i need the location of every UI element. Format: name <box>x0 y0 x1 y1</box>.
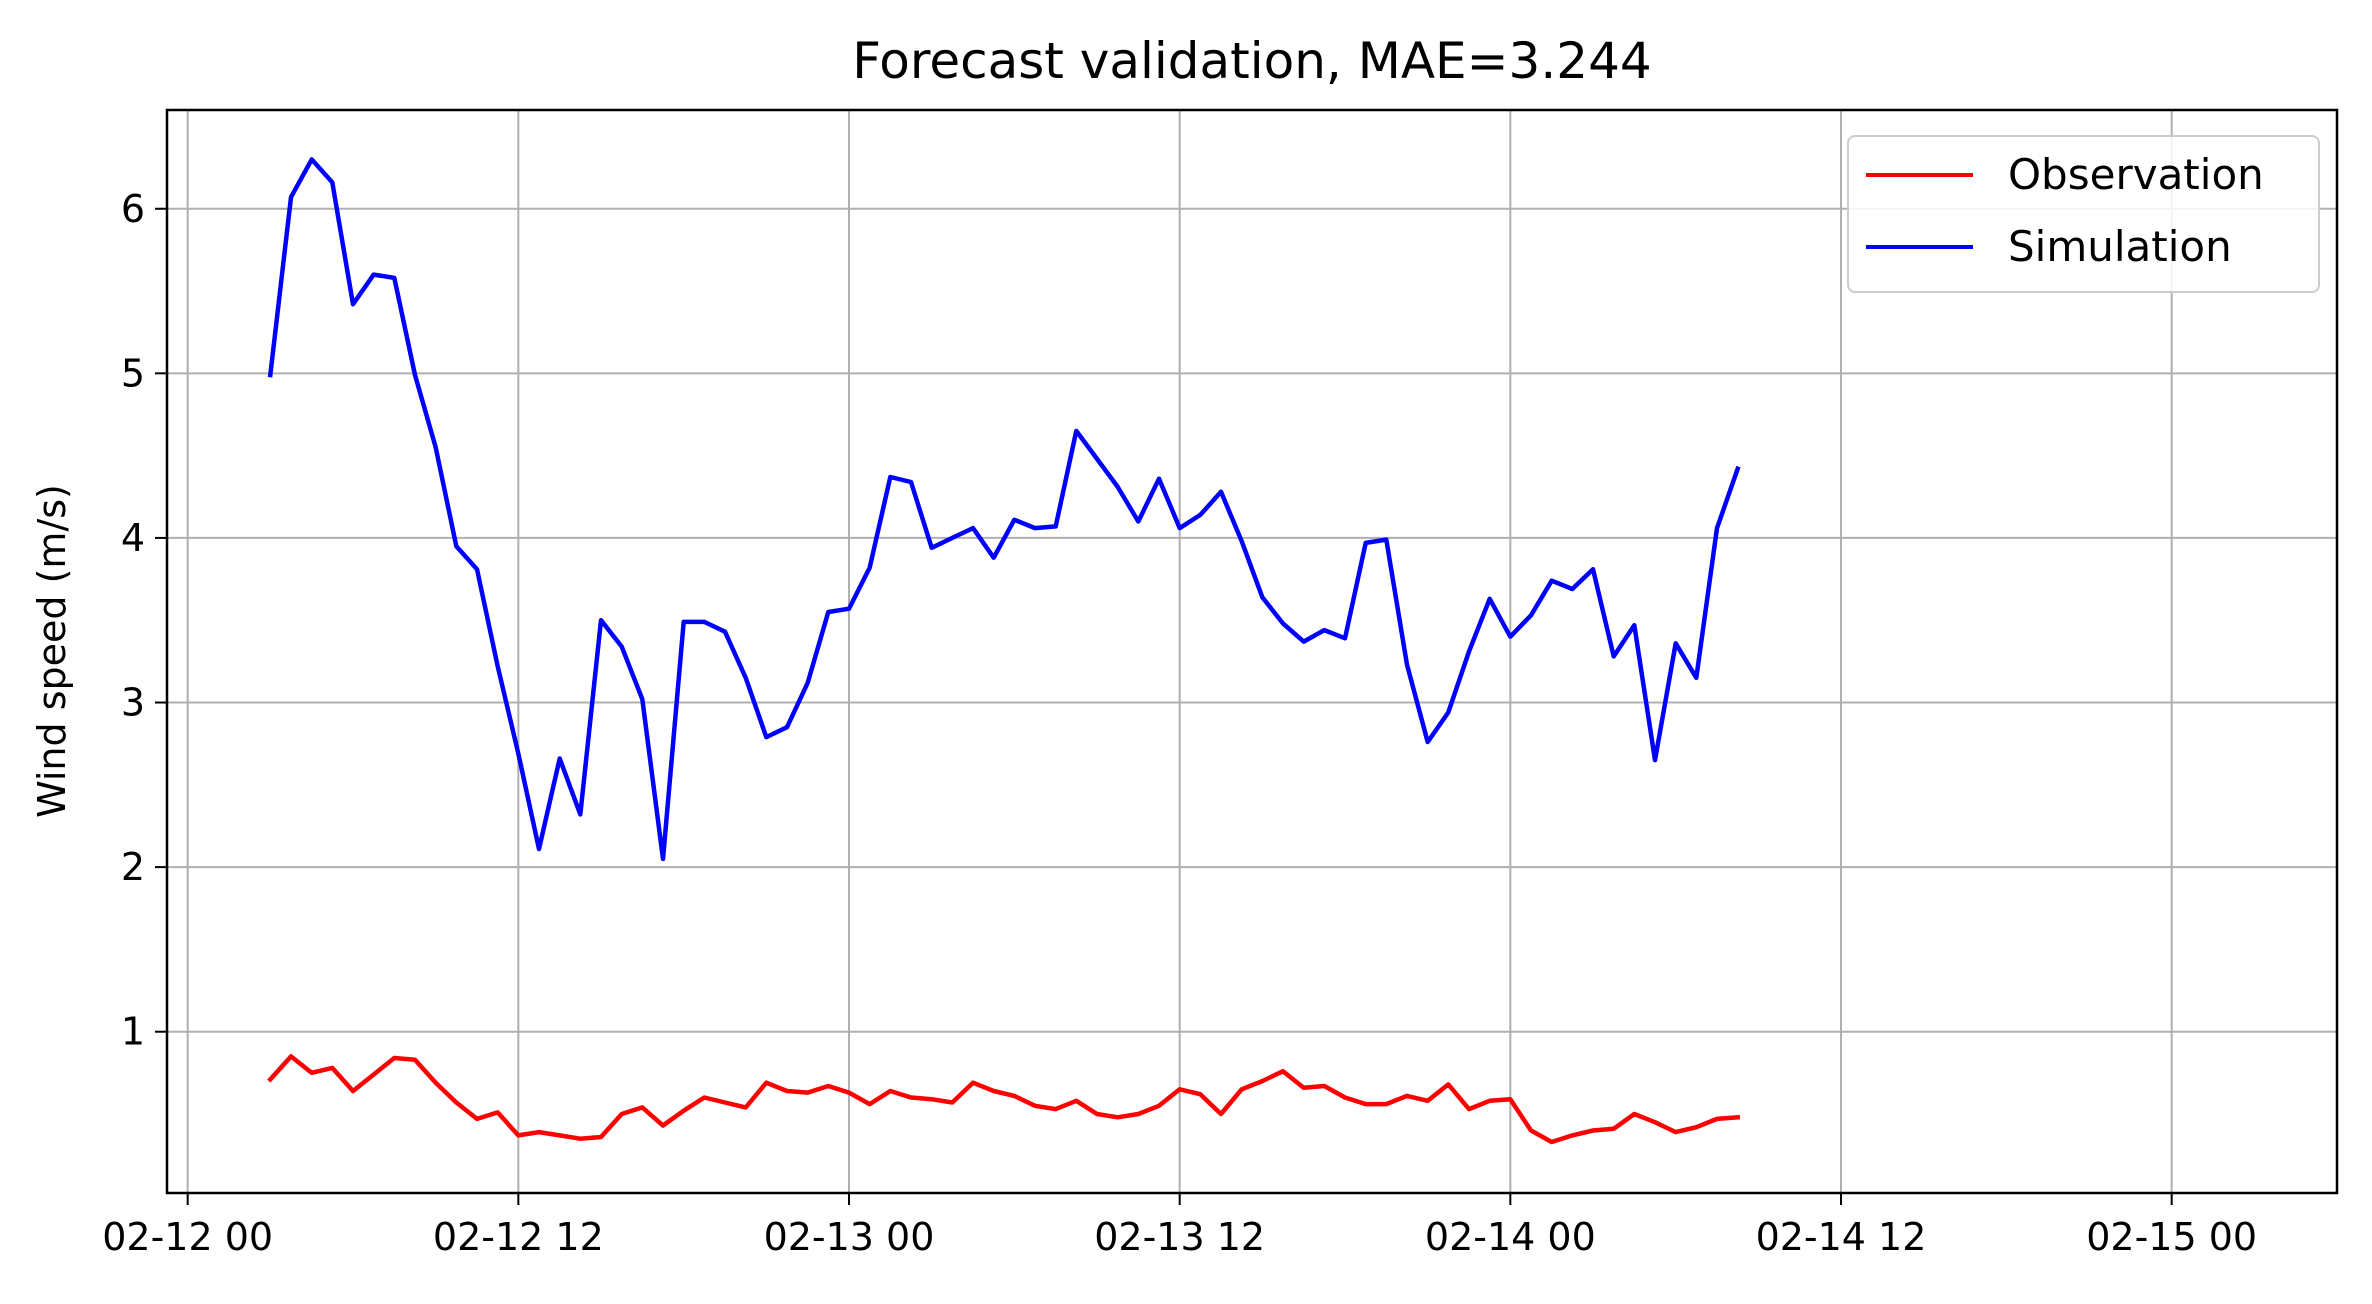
y-axis-label: Wind speed (m/s) <box>30 484 74 818</box>
legend-label-simulation: Simulation <box>2008 222 2232 271</box>
x-tick-label: 02-12 12 <box>433 1215 604 1259</box>
series-line-simulation <box>270 159 1737 859</box>
legend-label-observation: Observation <box>2008 150 2264 199</box>
y-tick-label: 6 <box>121 187 145 231</box>
y-tick-label: 5 <box>121 351 145 395</box>
series-line-observation <box>270 1056 1737 1142</box>
legend: Observation Simulation <box>1848 136 2319 292</box>
x-tick-label: 02-14 12 <box>1756 1215 1927 1259</box>
y-tick-label: 4 <box>121 516 145 560</box>
y-tick-label: 1 <box>121 1010 145 1054</box>
chart-title: Forecast validation, MAE=3.244 <box>852 32 1651 90</box>
x-tick-label: 02-14 00 <box>1425 1215 1596 1259</box>
y-tick-label: 2 <box>121 845 145 889</box>
x-tick-label: 02-13 12 <box>1094 1215 1265 1259</box>
y-tick-label: 3 <box>121 681 145 725</box>
series-layer <box>270 159 1737 1142</box>
x-tick-label: 02-13 00 <box>764 1215 935 1259</box>
x-tick-label: 02-15 00 <box>2086 1215 2257 1259</box>
x-tick-label: 02-12 00 <box>102 1215 273 1259</box>
